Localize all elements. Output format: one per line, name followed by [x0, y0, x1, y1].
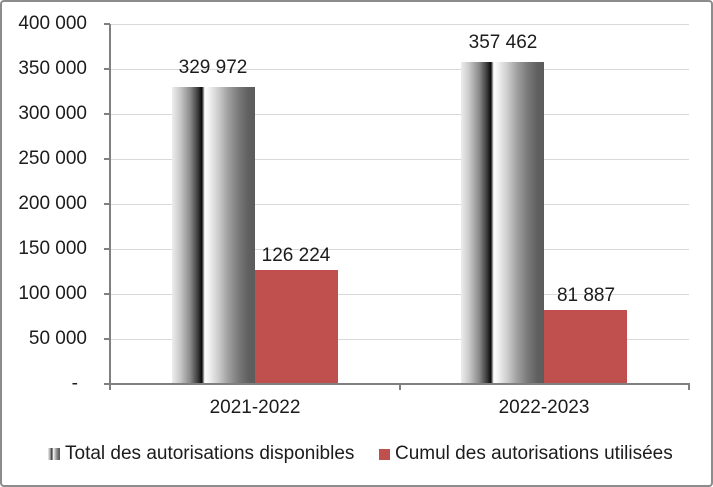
y-axis-tick	[104, 293, 110, 295]
y-axis-tick	[104, 338, 110, 340]
y-tick-label: 200 000	[18, 193, 87, 214]
gridline	[111, 249, 689, 250]
legend-label-series1: Cumul des autorisations utilisées	[395, 443, 673, 464]
bar-series1-cat0	[255, 270, 338, 384]
legend-item: Cumul des autorisations utilisées	[379, 443, 673, 465]
gridline	[111, 69, 689, 70]
bar-data-label: 329 972	[178, 57, 248, 78]
y-tick-label: 150 000	[18, 238, 87, 259]
gridline	[111, 339, 689, 340]
gridline	[111, 159, 689, 160]
y-axis-tick	[104, 113, 110, 115]
bar-series1-cat1	[544, 310, 627, 384]
y-axis-line	[109, 24, 111, 385]
x-axis-tick	[399, 385, 401, 390]
gridline	[111, 24, 689, 25]
x-axis-tick	[109, 385, 111, 390]
y-axis-tick	[104, 23, 110, 25]
legend-swatch-series0	[48, 448, 60, 460]
y-axis-tick	[104, 68, 110, 70]
x-axis-tick	[688, 385, 690, 390]
x-axis-line	[109, 383, 690, 385]
legend-label-series0: Total des autorisations disponibles	[65, 443, 355, 464]
y-axis-tick	[104, 203, 110, 205]
bar-data-label: 81 887	[556, 285, 616, 306]
x-category-label: 2021-2022	[209, 397, 301, 418]
y-axis-tick	[104, 383, 110, 385]
bar-series0-cat1	[461, 62, 544, 384]
y-tick-label: 350 000	[18, 58, 87, 79]
y-axis-tick	[104, 158, 110, 160]
y-tick-label: 100 000	[18, 283, 87, 304]
legend-item: Total des autorisations disponibles	[48, 443, 354, 465]
x-category-label: 2022-2023	[498, 397, 590, 418]
bar-data-label: 126 224	[261, 245, 331, 266]
y-tick-label: 250 000	[18, 148, 87, 169]
gridline	[111, 294, 689, 295]
y-tick-label: 300 000	[18, 103, 87, 124]
y-tick-label: 400 000	[18, 13, 87, 34]
y-tick-label: 50 000	[28, 328, 87, 349]
y-tick-label: -	[71, 373, 78, 394]
gridline	[111, 204, 689, 205]
y-axis-tick	[104, 248, 110, 250]
bar-series0-cat0	[172, 87, 255, 384]
legend-swatch-series1	[379, 449, 390, 460]
bar-data-label: 357 462	[468, 32, 538, 53]
gridline	[111, 114, 689, 115]
